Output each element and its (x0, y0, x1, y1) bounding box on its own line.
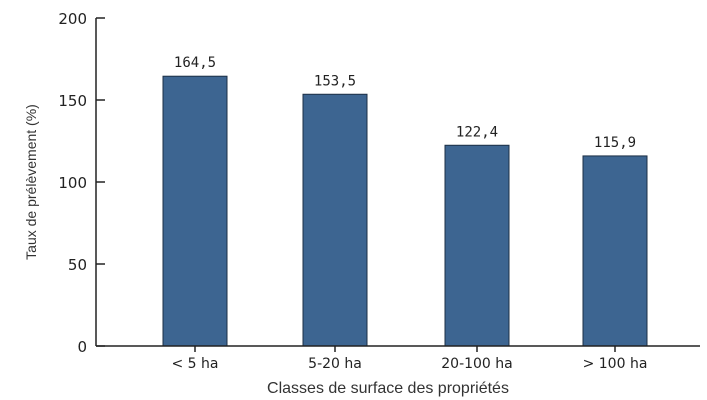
x-tick-label: 20-100 ha (441, 356, 513, 372)
x-axis-ticks: < 5 ha 5-20 ha 20-100 ha > 100 ha (172, 346, 648, 372)
y-tick-label: 50 (68, 256, 87, 274)
bar (162, 75, 228, 347)
value-labels: 164,5 153,5 122,4 115,9 (174, 55, 636, 151)
bar-value-label: 115,9 (594, 135, 636, 151)
bar (302, 93, 368, 347)
x-tick-label: < 5 ha (172, 356, 219, 372)
bar (582, 155, 648, 347)
x-tick-label: > 100 ha (583, 356, 648, 372)
bar-value-label: 153,5 (314, 73, 356, 89)
y-tick-label: 100 (58, 174, 87, 192)
bar-value-label: 122,4 (456, 124, 498, 140)
y-tick-label: 150 (58, 92, 87, 110)
bar (444, 144, 510, 347)
x-tick-label: 5-20 ha (308, 356, 362, 372)
y-axis-ticks: 0 50 100 150 200 (58, 10, 105, 356)
bars (162, 75, 648, 347)
y-tick-label: 0 (77, 338, 87, 356)
bar-value-label: 164,5 (174, 55, 216, 71)
y-axis-title: Taux de prélèvement (%) (23, 104, 39, 260)
x-axis-title: Classes de surface des propriétés (267, 380, 509, 397)
y-tick-label: 200 (58, 10, 87, 28)
